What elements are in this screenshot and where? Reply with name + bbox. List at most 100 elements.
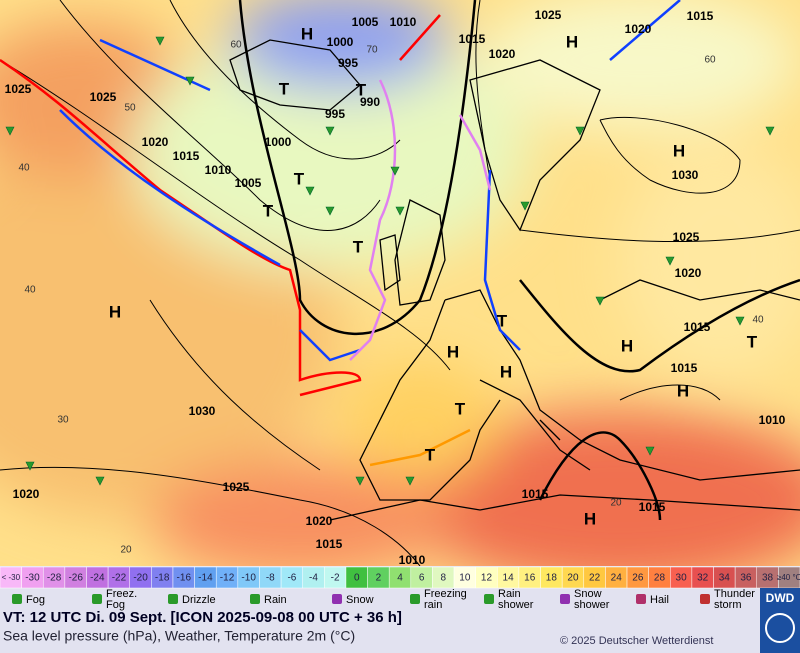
isotherm-label: 40: [24, 285, 36, 296]
weather-symbol: [395, 206, 405, 216]
legend-icon: [484, 594, 494, 604]
isobar-label: 1010: [759, 413, 786, 427]
scale-label: -8: [266, 573, 275, 584]
isotherm-label: 40: [18, 163, 30, 174]
isobar-label: 1010: [399, 553, 426, 567]
legend-label: shower: [574, 599, 610, 611]
isotherm-label: 40: [752, 315, 764, 326]
scale-label: 10: [459, 573, 471, 584]
scale-label: -18: [155, 573, 170, 584]
isobar-label: 995: [338, 56, 358, 70]
isobar-label: 1015: [639, 500, 666, 514]
occluded-front: [349, 79, 492, 361]
weather-symbol: [325, 206, 335, 216]
weather-symbol: [595, 296, 605, 306]
scale-label: 0: [354, 573, 360, 584]
isobar-label: 1015: [522, 487, 549, 501]
legend-label: rain: [424, 599, 442, 611]
copyright: © 2025 Deutscher Wetterdienst: [560, 635, 713, 647]
stationary-front: [369, 428, 471, 467]
isobar-label: 1025: [535, 8, 562, 22]
map: 1005 1010 1025 1015102010151020100099510251…: [0, 0, 800, 567]
weather-symbol: [520, 201, 530, 211]
legend-icon: [92, 594, 102, 604]
temperature-scale: < -30 -30 -28 -26 -24 -22 -20 -18 -16 -14 -12 -10 -8…: [0, 566, 800, 589]
scale-label: 6: [419, 573, 425, 584]
scale-label: -20: [133, 573, 148, 584]
isobar-label: 1010: [205, 163, 232, 177]
scale-label: < -30: [2, 573, 21, 582]
scale-label: -10: [241, 573, 256, 584]
weather-symbol: [155, 36, 165, 46]
isobar-label: 1005: [352, 15, 379, 29]
scale-label: -6: [287, 573, 296, 584]
isobar-label: 1015: [316, 537, 343, 551]
isobar-label: 990: [360, 95, 380, 109]
scale-label: 32: [697, 573, 709, 584]
scale-label: 14: [503, 573, 515, 584]
pressure-center: H: [566, 32, 578, 51]
legend-label: Fog: [106, 599, 125, 611]
warm-front: [399, 14, 441, 61]
legend-label: storm: [714, 599, 742, 611]
legend-label: Thunder: [714, 588, 755, 600]
scale-label: 22: [589, 573, 601, 584]
weather-symbol: [665, 256, 675, 266]
pressure-center: T: [425, 445, 436, 464]
scale-label: -14: [198, 573, 213, 584]
scale-label: 34: [719, 573, 731, 584]
weather-symbol: [325, 126, 335, 136]
weather-symbol: [405, 476, 415, 486]
coastlines: [229, 39, 800, 521]
isobar-label: 1010: [390, 15, 417, 29]
legend-label: Fog: [26, 594, 45, 606]
legend-label: Freezing: [424, 588, 467, 600]
scale-label: 16: [524, 573, 536, 584]
logo-icon: [765, 613, 795, 643]
isobar-label: 1015: [173, 149, 200, 163]
scale-label: -30: [25, 573, 40, 584]
legend-icon: [560, 594, 570, 604]
scale-label: -22: [112, 573, 127, 584]
scale-label: 36: [740, 573, 752, 584]
pressure-center: H: [673, 141, 685, 160]
scale-label: 2: [376, 573, 382, 584]
pressure-center: T: [747, 332, 758, 351]
pressure-center: T: [353, 237, 364, 256]
isobar-label: 1025: [223, 480, 250, 494]
isobars: [0, 0, 800, 566]
logo: DWD: [766, 591, 795, 605]
legend-label: shower: [498, 599, 534, 611]
legend-icon: [332, 594, 342, 604]
scale-label: -16: [177, 573, 192, 584]
weather-symbol: [185, 76, 195, 86]
legend-label: Rain: [264, 594, 287, 606]
isotherm-label: 50: [124, 103, 136, 114]
weather-symbol: [355, 476, 365, 486]
isobar-label: 1030: [189, 404, 216, 418]
pressure-center: T: [263, 201, 274, 220]
scale-label: -4: [309, 573, 318, 584]
weather-symbol: [765, 126, 775, 136]
legend-icon: [250, 594, 260, 604]
scale-label: 38: [762, 573, 774, 584]
legend-label: Snow: [346, 594, 374, 606]
isobar-label: 1030: [672, 168, 699, 182]
isobar-label: 1015: [684, 320, 711, 334]
isobar-label: 1015: [671, 361, 698, 375]
valid-time: VT: 12 UTC Di. 09 Sept. [ICON 2025-09-08…: [3, 609, 402, 626]
scale-label: -12: [220, 573, 235, 584]
scale-label: ≥40 °C: [777, 573, 800, 582]
scale-label: -28: [47, 573, 62, 584]
isobar-label: 1020: [142, 135, 169, 149]
scale-label: 30: [676, 573, 688, 584]
legend-icon: [700, 594, 710, 604]
legend-label: Freez.: [106, 588, 137, 600]
scale-label: -24: [90, 573, 105, 584]
scale-label: 24: [611, 573, 623, 584]
pressure-center: T: [356, 80, 367, 99]
scale-label: 4: [397, 573, 403, 584]
isobar-label: 1015: [459, 32, 486, 46]
isotherm-label: 20: [120, 545, 132, 556]
